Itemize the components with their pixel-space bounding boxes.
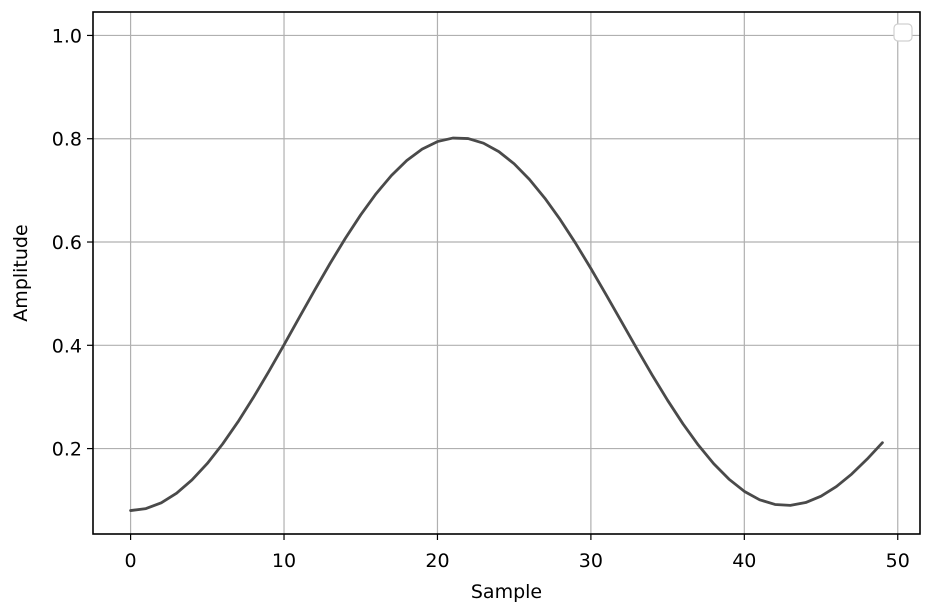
axes-frame [92,11,921,535]
x-tick-label: 40 [732,550,756,572]
y-tick-label: 0.2 [52,439,82,461]
grid [93,12,920,534]
y-tick-label: 0.4 [52,335,82,357]
y-tick-label: 1.0 [52,25,82,47]
x-tick-label: 50 [886,550,910,572]
y-axis-label: Amplitude [10,224,32,321]
legend-box [893,23,913,42]
x-axis-label: Sample [471,581,542,603]
y-axis: 0.2 0.4 0.6 0.8 1.0 [52,25,93,461]
series-line [129,136,884,512]
y-tick-label: 0.6 [52,232,82,254]
x-tick-label: 10 [272,550,296,572]
x-axis: 0 10 20 30 40 50 [125,534,910,572]
plot-area [129,136,884,512]
x-tick-label: 0 [125,550,137,572]
x-tick-label: 30 [579,550,603,572]
x-tick-label: 20 [425,550,449,572]
y-tick-label: 0.8 [52,129,82,151]
